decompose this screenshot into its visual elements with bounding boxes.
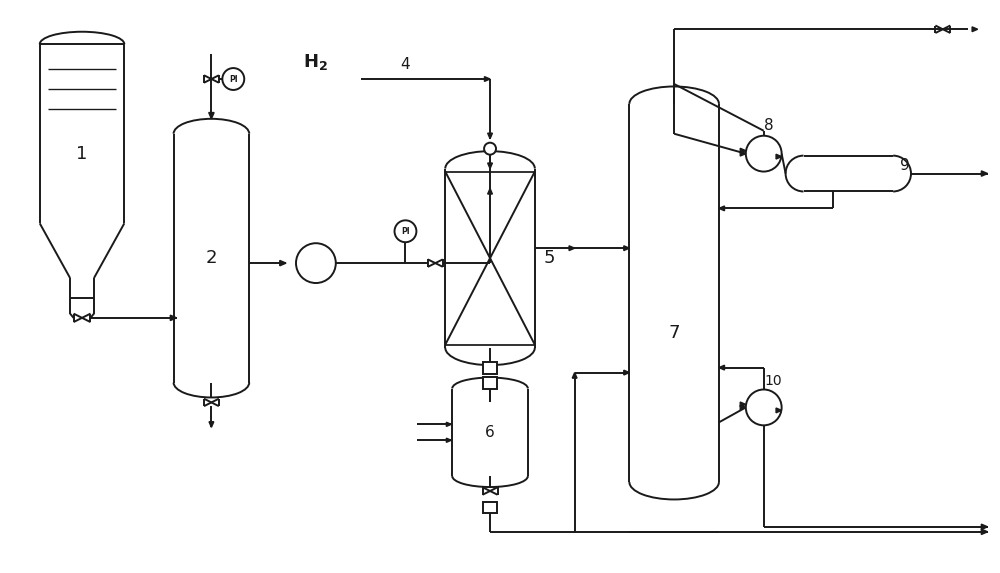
- Text: 2: 2: [206, 249, 217, 267]
- Text: 8: 8: [764, 118, 774, 134]
- Polygon shape: [170, 315, 177, 320]
- Polygon shape: [209, 422, 214, 427]
- Polygon shape: [572, 372, 577, 378]
- Polygon shape: [488, 189, 492, 194]
- Polygon shape: [740, 148, 746, 153]
- Polygon shape: [209, 112, 214, 119]
- Text: 3: 3: [314, 243, 324, 258]
- Polygon shape: [624, 246, 629, 250]
- Polygon shape: [484, 77, 490, 81]
- Text: 4: 4: [401, 57, 410, 72]
- Polygon shape: [569, 246, 575, 250]
- Circle shape: [395, 221, 416, 242]
- Bar: [483, 362, 497, 374]
- Polygon shape: [488, 163, 492, 168]
- Bar: [483, 502, 497, 513]
- Circle shape: [222, 68, 244, 90]
- Polygon shape: [740, 151, 746, 156]
- Polygon shape: [488, 133, 492, 139]
- Circle shape: [746, 390, 782, 425]
- Polygon shape: [740, 405, 746, 410]
- Polygon shape: [740, 402, 746, 407]
- Polygon shape: [981, 171, 988, 176]
- Text: PI: PI: [229, 74, 238, 84]
- Text: 1: 1: [76, 144, 88, 163]
- Polygon shape: [981, 529, 988, 535]
- Polygon shape: [280, 260, 286, 266]
- Text: 5: 5: [544, 249, 556, 267]
- Circle shape: [746, 136, 782, 171]
- Text: $\mathbf{H_2}$: $\mathbf{H_2}$: [303, 52, 328, 72]
- Text: 9: 9: [900, 158, 910, 173]
- Polygon shape: [446, 438, 451, 442]
- Text: PI: PI: [401, 227, 410, 236]
- Polygon shape: [624, 370, 629, 375]
- Text: 7: 7: [668, 324, 680, 342]
- Circle shape: [484, 143, 496, 155]
- Polygon shape: [446, 422, 451, 426]
- Text: 6: 6: [485, 425, 495, 440]
- Polygon shape: [981, 524, 988, 529]
- Polygon shape: [776, 154, 782, 159]
- Polygon shape: [719, 206, 725, 211]
- Polygon shape: [776, 408, 782, 413]
- Polygon shape: [972, 27, 978, 32]
- Bar: [483, 376, 497, 388]
- Polygon shape: [719, 365, 725, 370]
- Text: 10: 10: [765, 374, 782, 387]
- Circle shape: [296, 243, 336, 283]
